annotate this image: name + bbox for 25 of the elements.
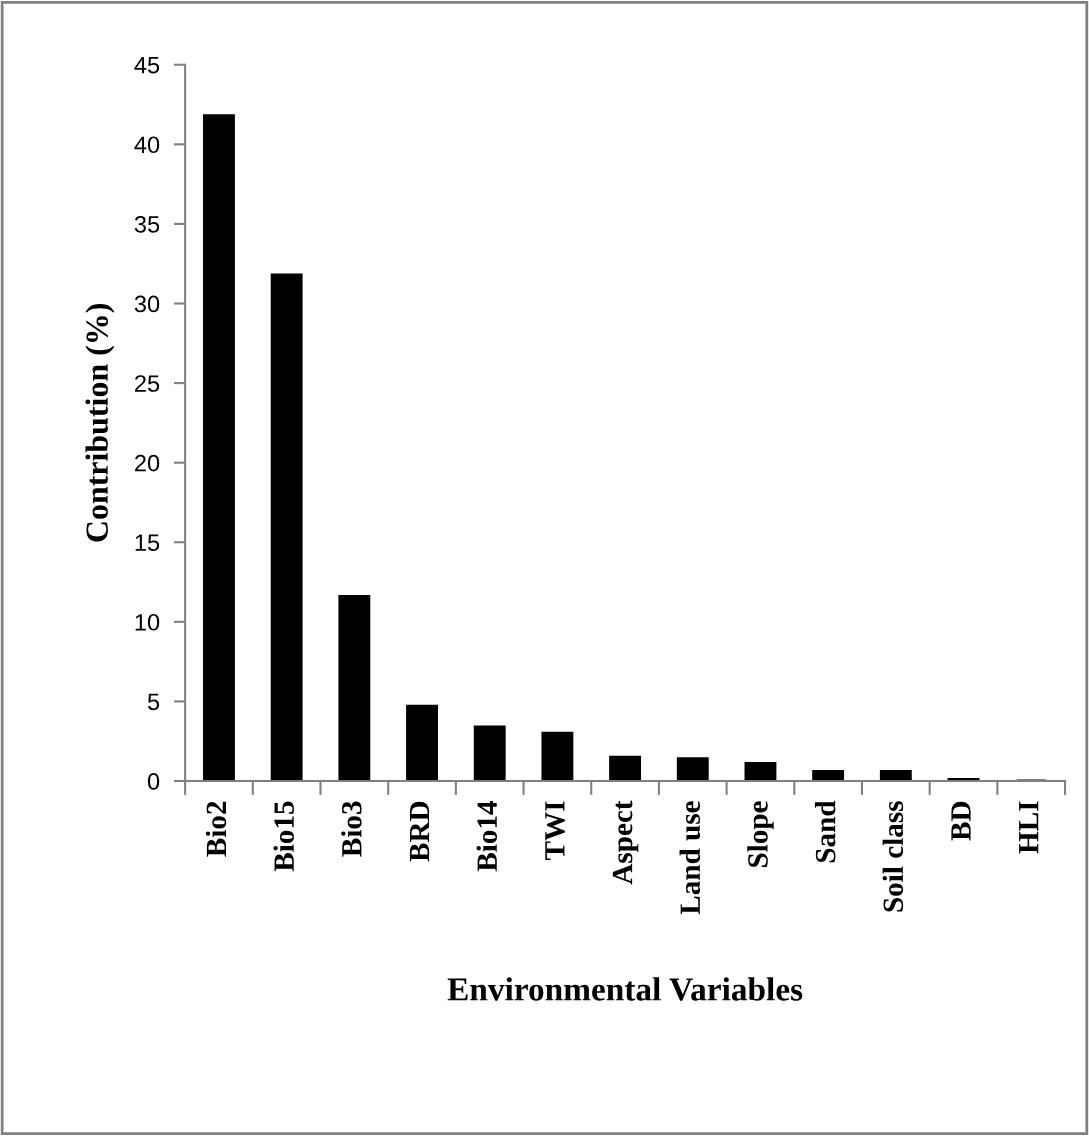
x-tick-label: Land use [679,801,701,915]
x-tick-label: Slope [747,801,774,867]
y-tick-label: 0 [147,773,160,790]
x-tick-label: BRD [409,801,430,862]
x-tick-label: Bio15 [273,801,294,872]
x-axis-title: Environmental Variables [447,977,803,1001]
x-tick-label: BD [951,801,971,841]
y-tick-label: 5 [147,693,160,711]
y-tick-label: 10 [135,613,160,631]
x-tick-label: HLI [1019,801,1039,854]
y-tick-label: 30 [134,295,160,313]
x-tick-label: Bio2 [205,801,227,857]
y-axis-title: Contribution (%) [85,304,115,542]
y-tick-label: 25 [135,375,160,392]
x-tick-label: Bio3 [341,801,362,857]
y-tick-label: 45 [134,57,160,74]
x-tick-label: Aspect [612,800,639,885]
y-tick-label: 15 [135,534,160,552]
y-tick-label: 40 [134,136,160,154]
x-tick-label: Bio14 [476,800,498,872]
x-tick-label: TWI [545,801,565,860]
y-tick-label: 20 [135,454,160,472]
x-tick-label: Sand [814,800,836,863]
y-tick-label: 35 [134,215,160,233]
x-tick-label: Soil class [882,801,904,912]
